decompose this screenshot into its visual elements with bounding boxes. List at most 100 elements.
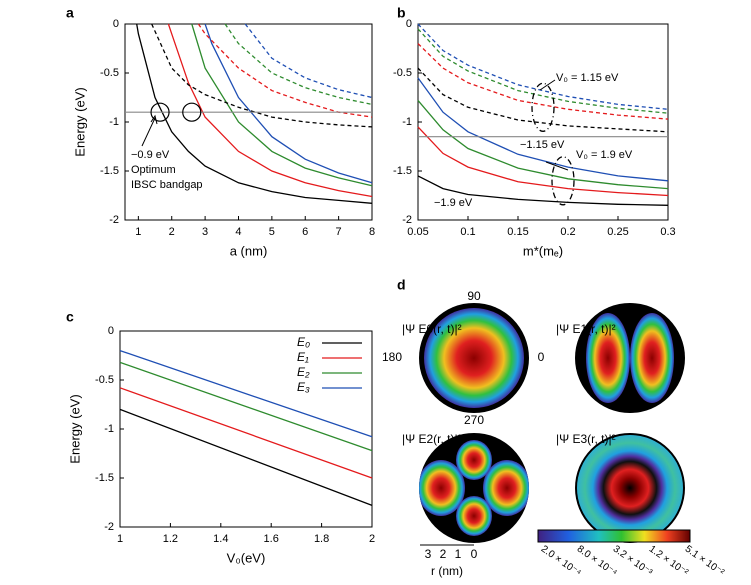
density-fill <box>577 435 683 541</box>
legend-label: E₁ <box>297 350 309 364</box>
x-tick-label: 3 <box>202 226 208 238</box>
panel: b 0.05 0.1 0.15 0.2 0.25 0.3 0 -0.5 -1 -1.5 -2 m*(mₑ… <box>393 5 676 259</box>
x-axis-label: V₀(eV) <box>227 550 266 565</box>
highlight-ellipse <box>531 82 555 132</box>
panel-letter: a <box>66 5 74 21</box>
y-tick-label: -0.5 <box>95 374 114 386</box>
x-tick-label: 0.1 <box>460 226 475 238</box>
panel-letter: d <box>397 277 406 293</box>
x-tick-label: 1 <box>117 533 123 545</box>
line-series <box>119 349 373 438</box>
legend-label: E₃ <box>297 380 310 394</box>
x-tick-label: 7 <box>336 226 342 238</box>
r-tick-label: 3 <box>425 547 432 561</box>
colorbar-label: 3.2 × 10⁻³ <box>611 544 655 579</box>
annotation: −1.9 eV <box>434 197 473 209</box>
annotation: Optimum <box>131 164 176 176</box>
y-axis-label: Energy (eV) <box>72 87 87 156</box>
x-tick-label: 6 <box>302 226 308 238</box>
line-series <box>151 23 373 128</box>
x-tick-label: 0.15 <box>507 226 528 238</box>
y-tick-label: -0.5 <box>100 67 119 79</box>
y-tick-label: -2 <box>104 521 114 533</box>
r-tick-label: 2 <box>440 547 447 561</box>
density-fill <box>419 440 529 536</box>
y-tick-label: -2 <box>402 214 412 226</box>
annotation: −0.9 eV <box>131 149 170 161</box>
x-tick-label: 1.2 <box>163 533 178 545</box>
x-tick-label: 1.8 <box>314 533 329 545</box>
x-tick-label: 0.25 <box>607 226 628 238</box>
r-tick-label: 1 <box>455 547 462 561</box>
panel-letter: b <box>397 5 406 21</box>
colorbar <box>537 529 691 543</box>
colorbar-label: 1.2 × 10⁻² <box>647 544 691 579</box>
wave-label: |Ψ E0(r, t)|² <box>402 322 462 336</box>
angle-label: 90 <box>467 289 481 303</box>
annotation-arrow <box>141 114 158 147</box>
plot-frame <box>119 330 373 528</box>
line-series <box>119 408 373 507</box>
density-map <box>419 433 529 543</box>
highlight-ellipse <box>551 156 575 206</box>
x-tick-label: 1.4 <box>213 533 228 545</box>
y-tick-label: -0.5 <box>393 67 412 79</box>
x-tick-label: 0.2 <box>560 226 575 238</box>
x-tick-label: 8 <box>369 226 375 238</box>
line-series <box>417 23 669 110</box>
highlight-circle <box>150 102 170 122</box>
annotation: IBSC bandgap <box>131 179 203 191</box>
y-tick-label: -1 <box>402 116 412 128</box>
line-series <box>167 23 373 198</box>
panel: c 1 1.2 1.4 1.6 1.8 2 0 -0.5 -1 -1.5 -2 V₀(eV) Energy… <box>66 309 375 566</box>
annotation: V₀ = 1.9 eV <box>576 149 633 161</box>
line-series <box>224 23 373 106</box>
y-tick-label: -2 <box>109 214 119 226</box>
annotation-arrow <box>539 79 569 171</box>
x-axis-label: m*(mₑ) <box>523 243 563 258</box>
angle-label: 270 <box>464 413 484 427</box>
y-tick-label: 0 <box>113 18 119 30</box>
x-tick-label: 4 <box>235 226 241 238</box>
y-tick-label: -1 <box>109 116 119 128</box>
wave-label: |Ψ E2(r, t)|² <box>402 432 462 446</box>
r-tick-label: 0 <box>471 547 478 561</box>
x-tick-label: 2 <box>369 533 375 545</box>
y-tick-label: 0 <box>108 325 114 337</box>
r-axis-label: r (nm) <box>431 564 463 578</box>
line-series <box>417 67 669 133</box>
line-series <box>119 361 373 452</box>
line-series <box>204 23 373 184</box>
y-tick-label: -1.5 <box>95 472 114 484</box>
x-tick-label: 0.3 <box>660 226 675 238</box>
line-series <box>119 387 373 479</box>
line-series <box>244 23 373 99</box>
line-series <box>417 77 669 182</box>
legend-label: E₂ <box>297 365 310 379</box>
angle-label: 180 <box>382 350 402 364</box>
colorbar-label: 5.1 × 10⁻² <box>683 544 727 579</box>
density-fill <box>424 308 524 408</box>
line-series <box>417 175 669 206</box>
density-fill <box>586 313 674 403</box>
legend-label: E₀ <box>297 335 310 349</box>
x-tick-label: 1 <box>135 226 141 238</box>
x-tick-label: 1.6 <box>264 533 279 545</box>
line-series <box>191 23 373 187</box>
panel: a 1 2 3 4 5 6 7 8 0 -0.5 -1 -1.5 -2 a (nm) Energy (eV) −… <box>66 5 375 259</box>
line-series <box>136 23 373 204</box>
y-tick-label: 0 <box>406 18 412 30</box>
panel-d: d |Ψ E0(r, t)|² |Ψ E1(r, t)|² |Ψ E2(r, t… <box>382 277 691 578</box>
x-tick-label: 0.05 <box>407 226 428 238</box>
line-series <box>417 28 669 114</box>
y-axis-label: Energy (eV) <box>67 394 82 463</box>
y-tick-label: -1 <box>104 423 114 435</box>
x-tick-label: 2 <box>169 226 175 238</box>
line-series <box>417 126 669 197</box>
x-axis-label: a (nm) <box>230 243 268 258</box>
highlight-circle <box>182 102 202 122</box>
x-tick-label: 5 <box>269 226 275 238</box>
y-tick-label: -1.5 <box>393 165 412 177</box>
angle-label: 0 <box>538 350 545 364</box>
